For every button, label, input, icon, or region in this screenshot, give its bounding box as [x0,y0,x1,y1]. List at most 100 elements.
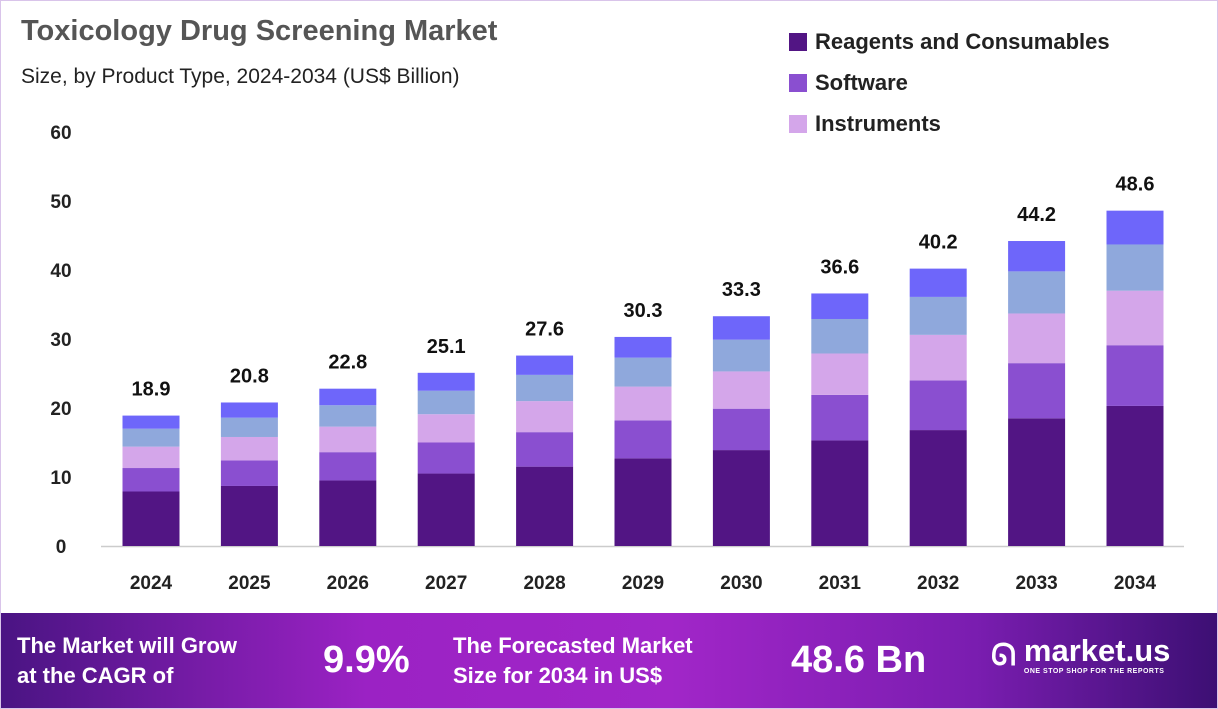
legend-swatch [789,114,807,133]
bar-segment-0 [614,458,672,546]
bar-segment-2 [1008,313,1066,364]
bar-segment-1 [122,468,180,492]
total-data-label: 44.2 [1017,204,1056,226]
bar-segment-0 [1106,405,1164,546]
bar-segment-3 [516,374,574,402]
x-tick-label: 2033 [1015,573,1057,594]
forecast-value: 48.6 Bn [791,639,927,681]
y-tick-label: 60 [50,123,71,144]
bar-segment-0 [811,440,869,546]
bar-segment-2 [614,386,672,421]
bar-segment-0 [909,430,967,546]
bar-segment-3 [1106,244,1164,291]
bar-segment-1 [1106,345,1164,406]
chart-subtitle: Size, by Product Type, 2024-2034 (US$ Bi… [21,65,460,88]
y-tick-label: 30 [50,330,71,351]
total-data-label: 20.8 [230,365,269,387]
bar-segment-1 [811,394,869,441]
bar-segment-0 [1008,418,1066,546]
x-tick-label: 2025 [228,573,271,594]
bar-segment-3 [614,357,672,387]
legend-swatch [789,32,807,51]
footer-banner: The Market will Grow at the CAGR of 9.9% … [1,613,1217,708]
cagr-label: The Market will Grow at the CAGR of [17,631,237,691]
legend-label: Reagents and Consumables [815,28,1110,54]
bar-segment-2 [516,401,574,433]
x-tick-label: 2031 [819,573,862,594]
legend-label: Software [815,69,908,95]
bar-segment-0 [319,480,377,546]
bar-segment-4 [614,336,672,358]
bar-segment-4 [712,316,770,340]
bar-segment-1 [516,432,574,467]
y-tick-label: 0 [56,537,67,558]
logo-tagline: ONE STOP SHOP FOR THE REPORTS [1023,668,1165,675]
bar-segment-4 [220,402,278,418]
bar-segment-3 [319,405,377,427]
legend-swatch [789,73,807,92]
bar-segment-2 [1106,290,1164,346]
total-data-label: 33.3 [722,279,761,301]
marketus-logo: ᘏ market.us ONE STOP SHOP FOR THE REPORTS [991,635,1170,677]
bar-segment-2 [122,446,180,469]
cagr-label-line1: The Market will Grow [17,633,238,658]
logo-mark-icon: ᘏ [991,639,1016,672]
bar-segment-0 [220,485,278,546]
x-tick-label: 2032 [917,573,959,594]
x-tick-label: 2030 [720,573,762,594]
logo-name: market.us [1023,633,1171,668]
bar-segment-4 [319,388,377,406]
bar-segment-2 [417,414,475,443]
legend-label: Instruments [815,110,941,136]
bar-chart: 010203040506018.9202420.8202522.8202625.… [50,123,1184,594]
bar-segment-0 [417,473,475,546]
total-data-label: 18.9 [132,379,171,401]
bar-segment-4 [811,293,869,319]
bar-segment-4 [516,355,574,375]
legend-item-instruments: Instruments [789,103,1110,144]
total-data-label: 22.8 [328,352,367,374]
x-tick-label: 2029 [622,573,664,594]
bar-segment-0 [122,491,180,546]
x-tick-label: 2028 [523,573,565,594]
total-data-label: 40.2 [919,232,958,254]
cagr-label-line2: at the CAGR of [17,663,174,688]
legend-item-reagents: Reagents and Consumables [789,21,1110,62]
bar-segment-1 [909,380,967,431]
bar-segment-3 [811,318,869,354]
x-tick-label: 2034 [1114,573,1157,594]
bar-segment-0 [712,450,770,546]
total-data-label: 36.6 [820,256,859,278]
bar-segment-3 [122,428,180,447]
bar-segment-3 [417,390,475,415]
chart-title: Toxicology Drug Screening Market [21,15,498,47]
bar-segment-4 [122,415,180,429]
forecast-label: The Forecasted Market Size for 2034 in US… [453,631,693,691]
bar-segment-2 [319,426,377,453]
bar-segment-4 [1008,241,1066,272]
x-tick-label: 2024 [130,573,173,594]
bar-segment-1 [319,452,377,481]
bar-segment-4 [1106,210,1164,245]
bar-segment-1 [614,420,672,459]
legend: Reagents and Consumables Software Instru… [789,21,1110,144]
bar-segment-2 [909,334,967,381]
bar-segment-4 [909,268,967,297]
y-tick-label: 10 [50,468,71,489]
x-tick-label: 2027 [425,573,467,594]
bar-segment-0 [516,466,574,546]
bar-segment-1 [417,442,475,474]
total-data-label: 30.3 [624,300,663,322]
bar-segment-3 [1008,271,1066,314]
bar-segment-2 [811,353,869,395]
y-tick-label: 20 [50,399,71,420]
y-tick-label: 50 [50,192,71,213]
total-data-label: 27.6 [525,319,564,341]
bar-segment-2 [220,436,278,461]
total-data-label: 25.1 [427,336,466,358]
forecast-label-line2: Size for 2034 in US$ [453,663,663,688]
legend-item-software: Software [789,62,1110,103]
bar-segment-1 [220,460,278,486]
bar-segment-2 [712,371,770,409]
